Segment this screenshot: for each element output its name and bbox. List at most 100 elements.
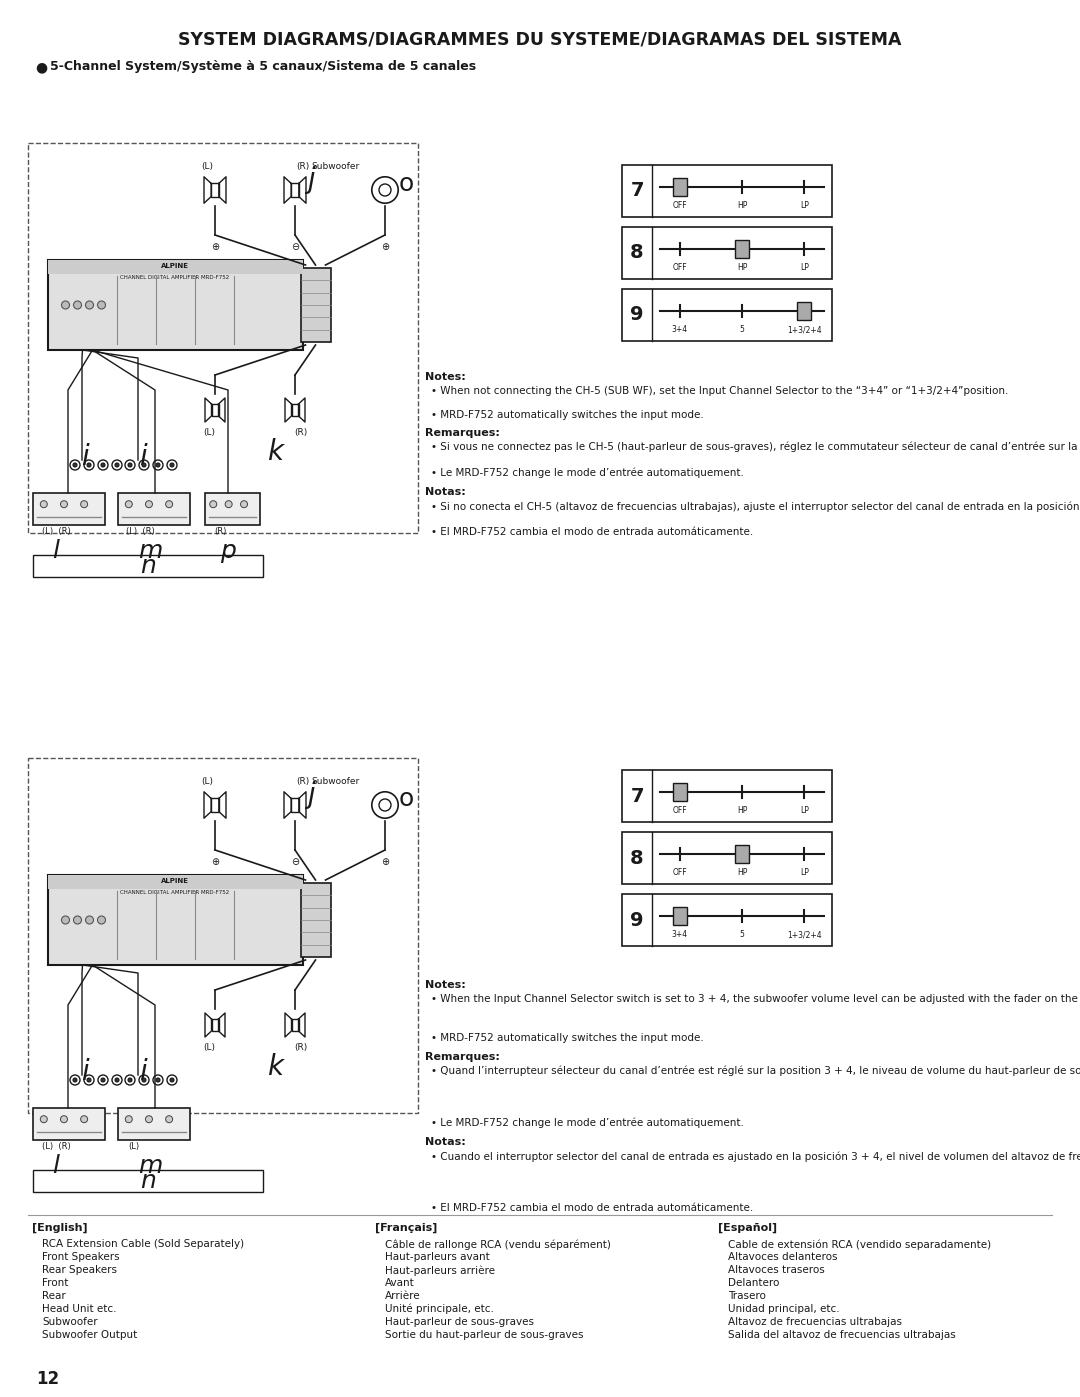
Circle shape [98,460,108,469]
Text: RCA Extension Cable (Sold Separately): RCA Extension Cable (Sold Separately) [42,1239,244,1249]
Bar [33,555,264,577]
Bar [673,907,687,925]
Text: n: n [140,555,156,578]
Text: Sortie du haut-parleur de sous-graves: Sortie du haut-parleur de sous-graves [384,1330,583,1340]
Text: (R): (R) [296,162,310,170]
Circle shape [81,1116,87,1123]
Text: (L)  (R): (L) (R) [126,527,154,536]
Text: Notes:: Notes: [426,981,465,990]
Text: l: l [53,1154,59,1178]
Polygon shape [205,1013,212,1037]
Text: (L)  (R): (L) (R) [42,1141,71,1151]
Text: 8: 8 [631,848,644,868]
Text: [English]: [English] [32,1222,87,1234]
Text: Altavoces traseros: Altavoces traseros [728,1266,825,1275]
Bar [622,833,832,884]
Circle shape [165,1116,173,1123]
Text: (R): (R) [295,1044,308,1052]
Text: Rear Speakers: Rear Speakers [42,1266,117,1275]
Polygon shape [204,792,212,819]
Circle shape [167,1076,177,1085]
Text: LP: LP [800,868,809,877]
Text: OFF: OFF [673,201,687,210]
Text: i: i [81,1058,89,1085]
Text: j: j [307,781,314,809]
Text: Cable de extensión RCA (vendido separadamente): Cable de extensión RCA (vendido separada… [728,1239,991,1249]
Text: HP: HP [737,201,747,210]
Bar [622,289,832,341]
Circle shape [153,460,163,469]
Circle shape [241,500,247,507]
Polygon shape [299,792,306,819]
Text: (L): (L) [201,162,213,170]
Text: 12: 12 [36,1370,59,1389]
Text: ALPINE: ALPINE [161,263,189,270]
Text: Altavoz de frecuencias ultrabajas: Altavoz de frecuencias ultrabajas [728,1317,902,1327]
Circle shape [146,500,152,507]
Text: o: o [399,172,415,196]
Text: Subwoofer Output: Subwoofer Output [42,1330,137,1340]
Circle shape [125,460,135,469]
Bar [212,799,219,812]
Text: HP: HP [737,806,747,814]
Text: (L): (L) [129,1141,139,1151]
Bar [622,165,832,217]
Circle shape [84,1076,94,1085]
Bar [622,226,832,279]
Text: Haut-parleurs avant: Haut-parleurs avant [384,1252,489,1261]
Circle shape [73,916,81,923]
Text: Subwoofer: Subwoofer [311,777,360,787]
Text: n: n [140,1169,156,1193]
Bar [212,183,219,197]
Circle shape [372,177,399,203]
Circle shape [167,460,177,469]
Bar [33,1108,105,1140]
Text: ●: ● [35,60,48,74]
Text: i: i [139,443,147,471]
Bar [622,894,832,946]
Circle shape [102,1078,105,1083]
Text: Unité principale, etc.: Unité principale, etc. [384,1303,494,1315]
Text: Haut-parleur de sous-graves: Haut-parleur de sous-graves [384,1317,534,1327]
Bar [292,404,298,416]
Circle shape [125,1076,135,1085]
Circle shape [112,460,122,469]
Text: SYSTEM DIAGRAMS/DIAGRAMMES DU SYSTEME/DIAGRAMAS DEL SISTEMA: SYSTEM DIAGRAMS/DIAGRAMMES DU SYSTEME/DI… [178,29,902,47]
Text: j: j [307,166,314,194]
Circle shape [129,1078,132,1083]
Text: OFF: OFF [673,263,687,272]
Text: (R): (R) [214,527,226,536]
Circle shape [114,1078,119,1083]
Polygon shape [298,398,305,422]
Bar [292,1018,298,1031]
Polygon shape [218,398,225,422]
Text: 5-Channel System/Système à 5 canaux/Sistema de 5 canales: 5-Channel System/Système à 5 canaux/Sist… [50,60,476,73]
Text: CHANNEL DIGITAL AMPLIFIER MRD-F752: CHANNEL DIGITAL AMPLIFIER MRD-F752 [120,275,230,279]
Text: • El MRD-F752 cambia el modo de entrada automáticamente.: • El MRD-F752 cambia el modo de entrada … [431,527,753,536]
Circle shape [97,916,106,923]
Circle shape [60,1116,67,1123]
Text: Front: Front [42,1278,68,1288]
Text: Subwoofer: Subwoofer [311,162,360,170]
Circle shape [165,500,173,507]
Bar [48,260,302,351]
Bar [205,493,260,525]
Text: ALPINE: ALPINE [161,877,189,884]
Bar [118,1108,190,1140]
Bar [673,177,687,196]
Circle shape [73,300,81,309]
Circle shape [139,460,149,469]
Text: k: k [267,1053,283,1081]
Bar [33,493,105,525]
Circle shape [141,462,146,467]
Text: Notes:: Notes: [426,372,465,381]
Text: • Si vous ne connectez pas le CH-5 (haut-parleur de sous-graves), réglez le comm: • Si vous ne connectez pas le CH-5 (haut… [431,441,1080,453]
Text: OFF: OFF [673,806,687,814]
Text: • MRD-F752 automatically switches the input mode.: • MRD-F752 automatically switches the in… [431,409,704,420]
Circle shape [40,1116,48,1123]
Circle shape [170,462,174,467]
Text: Notas:: Notas: [426,488,465,497]
Text: LP: LP [800,806,809,814]
Text: Remarques:: Remarques: [426,1052,500,1062]
Bar [622,770,832,821]
